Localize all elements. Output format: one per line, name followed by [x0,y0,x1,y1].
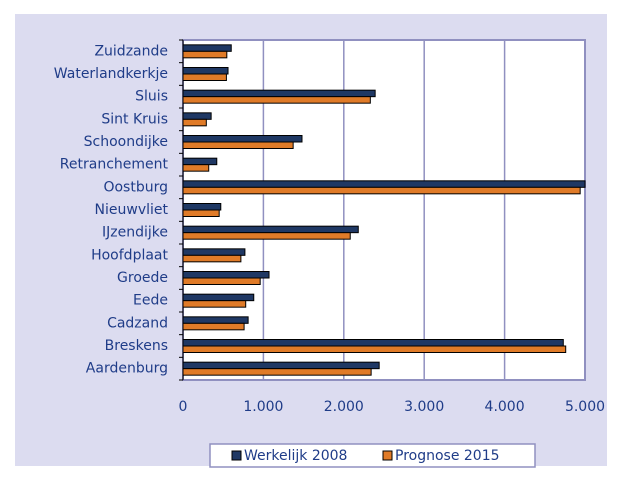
x-tick-label: 2.000 [324,399,364,415]
x-tick-label: 1.000 [243,399,283,415]
x-tick-label: 3.000 [404,399,444,415]
bar [182,96,371,104]
bar [182,209,220,217]
y-tick-label: Nieuwvliet [95,202,169,218]
y-tick-label: IJzendijke [102,225,168,241]
legend-label: Prognose 2015 [395,448,500,464]
x-tick-label: 5.000 [565,399,605,415]
bar [182,186,581,195]
bar [182,339,564,347]
bar [182,300,247,308]
bar [182,254,242,263]
bar [182,271,270,279]
bar [182,248,246,256]
bar [182,345,567,353]
y-tick-label: Sluis [135,89,168,105]
y-tick-label: Retranchement [60,157,169,173]
bar [182,118,207,127]
y-tick-label: Eede [133,293,168,309]
bar [182,180,586,188]
bar [182,112,212,120]
y-tick-label: Sint Kruis [101,111,168,127]
x-tick-label: 4.000 [485,399,525,415]
bar [182,135,303,143]
y-tick-label: Schoondijke [84,134,168,150]
y-tick-label: Breskens [105,338,168,354]
bar [182,67,229,75]
bar [182,44,232,52]
y-tick-label: Zuidzande [94,43,168,59]
x-tick-label: 0 [179,399,188,415]
legend-swatch [382,450,393,461]
bar [182,50,228,59]
bar [182,164,210,172]
bar [182,361,380,370]
bar [182,293,255,302]
bar [182,322,245,331]
bar [182,157,218,166]
y-tick-label: Cadzand [107,315,168,331]
bar [182,141,294,149]
bar [182,73,227,81]
y-tick-label: Aardenburg [86,361,168,377]
y-tick-label: Hoofdplaat [91,247,168,263]
bar [182,89,376,98]
bar [182,225,359,234]
legend [209,443,536,468]
legend-label: Werkelijk 2008 [244,448,347,464]
legend-swatch [231,450,242,461]
bar [182,203,222,211]
bar [182,316,249,324]
y-tick-label: Waterlandkerkje [54,66,168,82]
bar [182,277,261,285]
bar [182,232,351,240]
y-tick-label: Oostburg [103,179,168,195]
bar [182,368,372,376]
y-tick-label: Groede [117,270,168,286]
